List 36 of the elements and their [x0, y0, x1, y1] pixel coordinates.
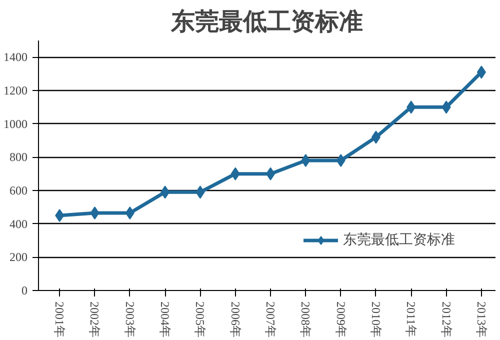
x-tick-label: 2006年 — [228, 302, 242, 338]
point — [371, 130, 380, 144]
x-tick-label: 2008年 — [298, 302, 313, 338]
point — [90, 206, 100, 220]
legend-label: 东莞最低工资标准 — [343, 231, 455, 249]
x-tick-label: 2009年 — [334, 302, 348, 338]
x-tick-label: 2007年 — [264, 302, 278, 338]
point — [476, 66, 486, 79]
point — [230, 167, 240, 180]
x-tick-label: 2012年 — [439, 302, 454, 338]
y-tick-label: 0 — [22, 284, 28, 298]
point — [266, 167, 276, 180]
point — [406, 100, 416, 114]
x-tick-label: 2010年 — [368, 302, 383, 338]
x-tick-label: 2011年 — [404, 302, 418, 338]
point — [55, 209, 64, 222]
x-tick-label: 2004年 — [158, 302, 172, 338]
chart-title: 东莞最低工资标准 — [170, 8, 363, 36]
y-tick-label: 1400 — [4, 50, 28, 64]
y-tick-label: 600 — [10, 184, 28, 198]
y-tick-label: 400 — [10, 216, 28, 231]
y-tick-label: 200 — [10, 250, 28, 264]
point — [336, 154, 346, 167]
point — [160, 186, 170, 199]
point — [442, 100, 451, 114]
x-tick-label: 2013年 — [474, 302, 488, 338]
x-tick-label: 2005年 — [193, 302, 208, 338]
point — [125, 206, 134, 220]
y-tick-label: 800 — [10, 150, 28, 164]
x-tick-label: 2001年 — [52, 302, 67, 338]
point — [196, 186, 205, 199]
point — [301, 154, 310, 167]
x-tick-label: 2003年 — [122, 302, 137, 338]
x-tick-label: 2002年 — [88, 302, 102, 338]
y-tick-label: 1000 — [4, 116, 28, 131]
y-tick-label: 1200 — [4, 84, 28, 98]
